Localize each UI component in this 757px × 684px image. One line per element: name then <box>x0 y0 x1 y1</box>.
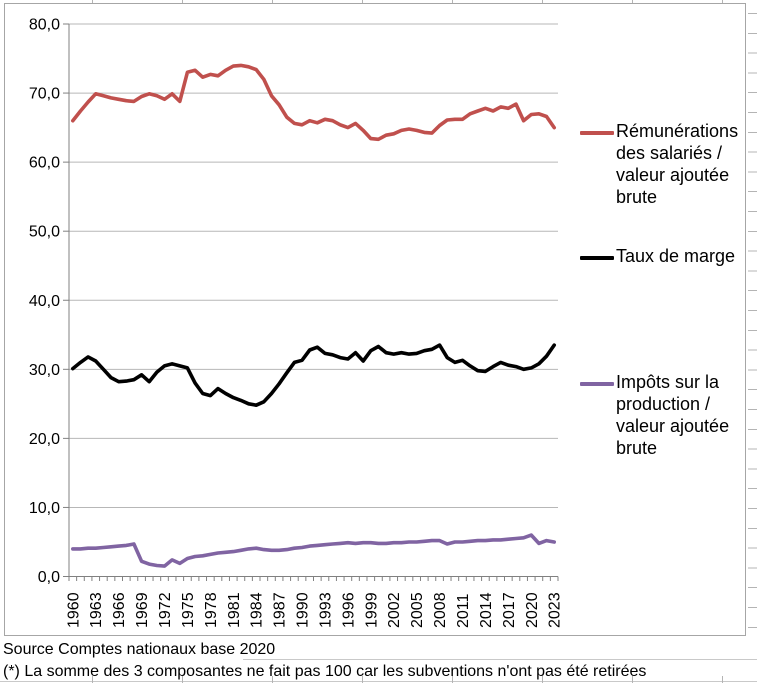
y-axis-label: 70,0 <box>29 86 60 103</box>
column-separator-mark <box>452 0 453 3</box>
x-axis-label: 1975 <box>180 592 197 628</box>
x-axis-label: 1966 <box>111 592 128 628</box>
series-line-1 <box>71 343 557 408</box>
x-axis-label: 1993 <box>317 592 334 628</box>
y-axis-label: 10,0 <box>29 500 60 517</box>
x-axis-label: 1960 <box>65 592 82 628</box>
chart-area[interactable]: 0,0 10,0 20,0 30,0 40,0 50,0 60,0 70,0 80,0 1960 1… <box>4 3 746 636</box>
column-separator-mark <box>362 0 363 3</box>
x-axis-label: 1978 <box>203 592 220 628</box>
legend-line-swatch-red <box>580 131 614 135</box>
x-axis-label: 2014 <box>478 592 495 628</box>
column-separator-mark <box>182 0 183 3</box>
x-axis-label: 1969 <box>134 592 151 628</box>
legend-line-swatch-black <box>580 256 614 260</box>
x-axis-label: 1981 <box>226 592 243 628</box>
y-axis-label: 40,0 <box>29 293 60 310</box>
y-axis-label: 30,0 <box>29 362 60 379</box>
y-axis-label: 50,0 <box>29 224 60 241</box>
y-axis-label: 20,0 <box>29 431 60 448</box>
row-separator-marks <box>748 13 757 637</box>
footnote-cell[interactable]: (*) La somme des 3 composantes ne fait p… <box>3 663 647 680</box>
column-separator-mark <box>632 0 633 3</box>
series-line-2 <box>71 533 557 568</box>
column-separator-mark <box>632 676 633 683</box>
column-separator-mark <box>92 676 93 683</box>
y-axis-label: 0,0 <box>38 569 60 586</box>
x-axis-label: 2017 <box>501 592 518 628</box>
cell-gridline <box>0 681 757 682</box>
x-axis-label: 2002 <box>386 592 403 628</box>
x-axis-label: 1999 <box>363 592 380 628</box>
cell-gridline <box>243 659 757 660</box>
x-axis-label: 2011 <box>455 593 472 628</box>
column-separator-mark <box>272 0 273 3</box>
x-axis-label: 2008 <box>432 592 449 628</box>
column-separator-mark <box>92 0 93 3</box>
x-axis-label: 1972 <box>157 592 174 628</box>
series-line-0 <box>71 63 557 142</box>
column-separator-mark <box>722 0 723 3</box>
x-axis-label: 2023 <box>547 592 564 628</box>
column-separator-mark <box>272 676 273 683</box>
x-axis-label: 2020 <box>524 592 541 628</box>
x-axis-label: 1987 <box>272 592 289 628</box>
source-note-cell[interactable]: Source Comptes nationaux base 2020 <box>3 641 276 658</box>
chart-canvas: 0,0 10,0 20,0 30,0 40,0 50,0 60,0 70,0 80,0 1960 1… <box>29 17 564 629</box>
x-axis-label: 2005 <box>409 592 426 628</box>
x-axis-label: 1963 <box>88 592 105 628</box>
column-separator-mark <box>722 676 723 683</box>
column-separator-mark <box>542 676 543 683</box>
legend-label: Rémunérations des salariés / valeur ajou… <box>616 121 739 207</box>
x-axis-label: 1984 <box>249 592 266 628</box>
x-axis-label: 1990 <box>295 592 312 628</box>
legend-label: Impôts sur la production / valeur ajouté… <box>616 372 730 458</box>
legend-line-swatch-purple <box>580 382 614 386</box>
column-separator-mark <box>182 676 183 683</box>
y-axis-label: 80,0 <box>29 17 60 34</box>
legend-label: Taux de marge <box>616 246 736 266</box>
column-separator-mark <box>542 0 543 3</box>
column-separator-mark <box>452 676 453 683</box>
column-separator-mark <box>362 676 363 683</box>
x-axis-label: 1996 <box>340 592 357 628</box>
y-axis-label: 60,0 <box>29 155 60 172</box>
